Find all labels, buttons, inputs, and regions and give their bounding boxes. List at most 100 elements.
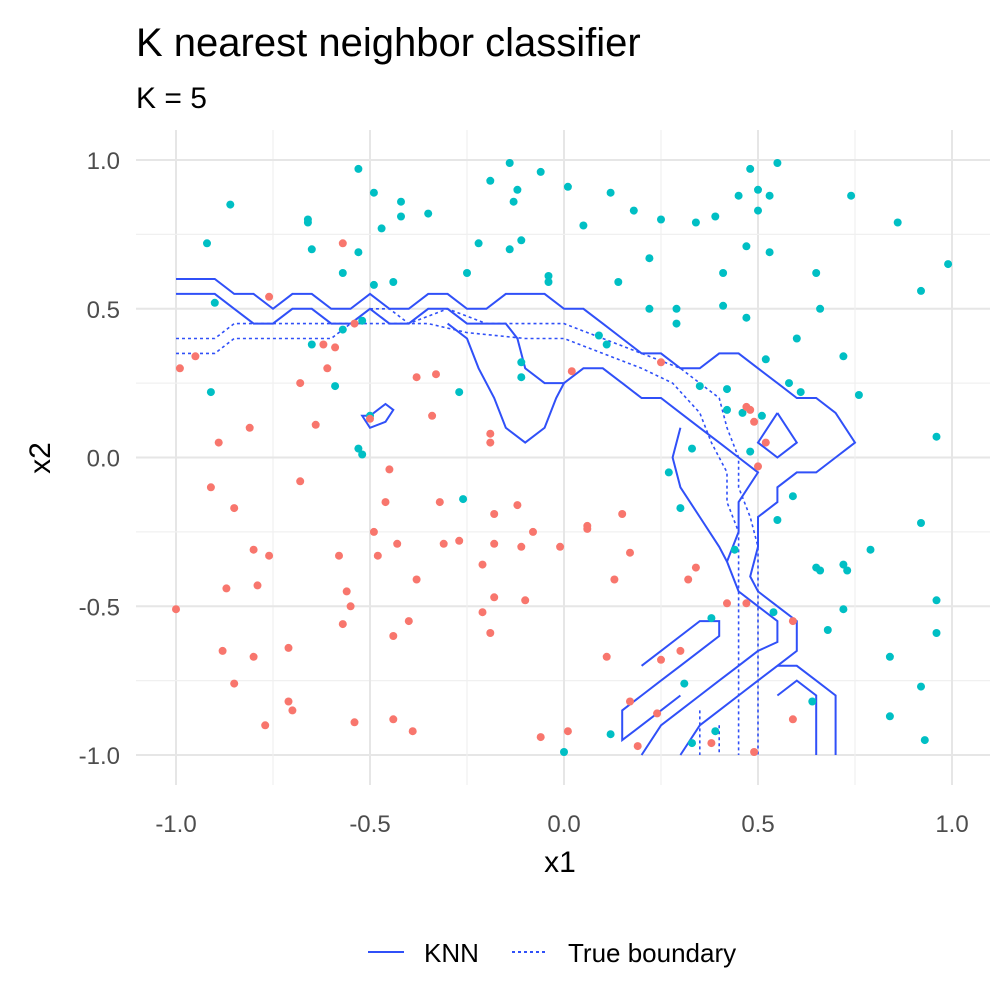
data-point [486,176,495,185]
data-point [761,438,770,447]
data-point [932,629,941,637]
legend-knn-label: KNN [424,938,479,968]
data-point [536,733,545,742]
data-point [657,215,665,224]
data-point [730,545,739,554]
data-point [230,679,239,688]
data-point [866,545,875,554]
data-point [742,242,751,251]
data-point [432,370,440,379]
data-point [284,643,293,652]
data-point [249,545,258,554]
data-point [653,709,662,718]
data-point [839,560,848,569]
knn-boundary-line [777,664,837,755]
data-point [723,599,731,608]
data-point [657,358,665,367]
x-tick-label: 1.0 [935,811,968,838]
x-tick-label: -0.5 [349,811,390,838]
data-point [513,185,522,194]
data-point [633,742,642,751]
data-point [594,331,603,340]
data-point [284,697,293,706]
data-point [754,462,762,471]
data-point [265,292,274,301]
data-point [544,278,553,286]
data-point [812,563,821,572]
data-point [854,391,863,399]
data-point [463,269,471,277]
data-point [517,236,526,245]
data-point [397,197,405,206]
data-point [707,614,716,623]
data-point [773,159,782,167]
data-point [222,584,231,593]
data-point [338,269,347,277]
knn-boundary [176,278,857,756]
data-point [455,388,464,397]
data-point [773,516,782,524]
data-point [455,536,464,545]
data-point [645,304,654,313]
data-point [626,548,634,557]
data-point [172,605,180,614]
y-axis-ticks: 1.0 0.5 0.0 -0.5 -1.0 [79,148,120,770]
x-tick-label: 0.5 [741,811,774,838]
data-point [672,319,681,328]
data-point [816,304,825,313]
data-point [206,483,215,492]
data-point [606,730,615,739]
data-point [296,477,305,486]
data-point [350,319,359,328]
data-point [563,727,572,736]
data-point [893,218,902,227]
data-point [742,402,751,411]
data-point [486,629,495,637]
data-point [738,408,747,417]
data-point [175,364,184,373]
data-point [626,697,634,706]
data-point [358,316,367,325]
data-point [307,340,316,349]
data-point [513,501,522,510]
data-point [944,260,953,269]
data-point [354,444,363,453]
y-tick-label: -0.5 [79,594,120,621]
data-point [303,218,312,227]
grid [136,130,990,785]
true-boundary [176,307,759,755]
data-point [734,191,743,200]
data-point [932,432,941,441]
data-point [847,191,856,200]
legend: KNN True boundary [368,938,736,968]
data-point [788,617,797,626]
data-point [746,447,755,456]
knn-boundary-line [360,402,395,430]
data-point [288,706,297,715]
data-point [796,388,805,397]
data-point [560,748,568,756]
data-point [486,429,495,438]
data-point [529,527,537,536]
data-point [412,373,421,382]
data-point [218,646,227,655]
data-point [684,575,693,584]
data-point [746,164,755,173]
data-point [521,596,530,605]
data-point [567,367,576,376]
data-point [435,498,444,507]
data-point [664,468,673,477]
true-boundary-line [176,322,740,755]
data-point [754,185,762,194]
data-point [505,159,514,167]
data-point [517,358,526,367]
points [172,159,953,756]
data-point [719,301,728,310]
knn-boundary-line [176,278,857,756]
knn-boundary-line [446,322,565,444]
data-point [385,465,394,474]
data-point [393,539,402,548]
data-point [261,721,270,730]
data-point [606,188,615,197]
data-point [354,248,363,257]
